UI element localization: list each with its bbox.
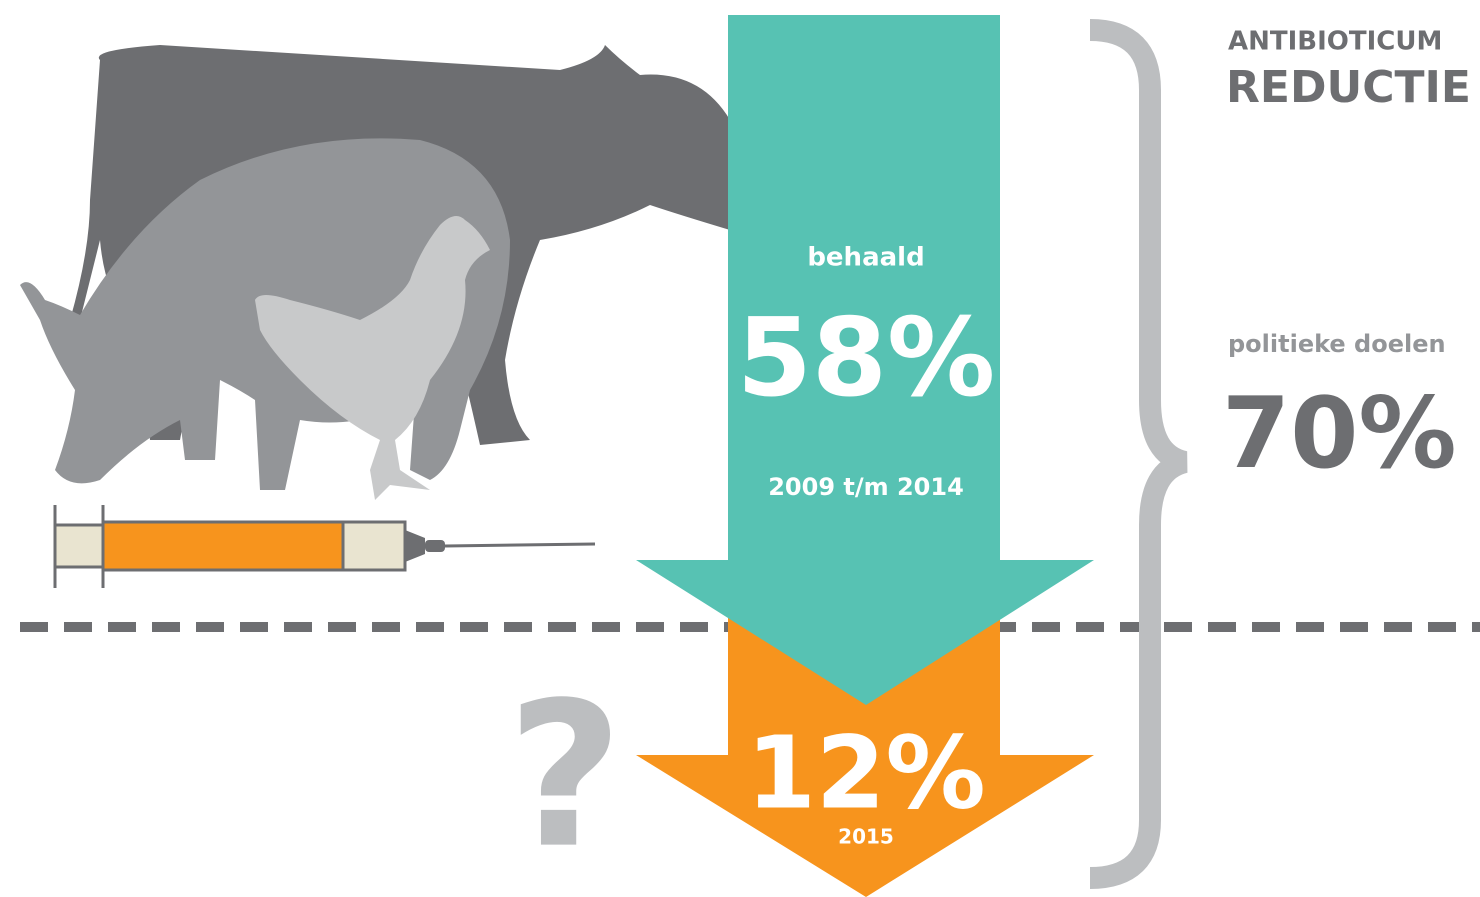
achieved-value: 58% bbox=[737, 296, 996, 421]
infographic: ANTIBIOTICUM REDUCTIE behaald 58% 2009 t… bbox=[0, 0, 1480, 897]
target-label: politieke doelen bbox=[1228, 330, 1446, 358]
target-value: 70% bbox=[1222, 377, 1457, 491]
achieved-period: 2009 t/m 2014 bbox=[768, 473, 964, 501]
curly-bracket bbox=[1090, 30, 1185, 878]
title-line-1: ANTIBIOTICUM bbox=[1228, 27, 1442, 57]
title-line-2: REDUCTIE bbox=[1226, 62, 1471, 113]
question-mark: ? bbox=[507, 660, 623, 893]
current-period: 2015 bbox=[838, 825, 894, 849]
syringe bbox=[55, 505, 595, 588]
achieved-label: behaald bbox=[807, 243, 924, 273]
current-value: 12% bbox=[746, 714, 985, 831]
